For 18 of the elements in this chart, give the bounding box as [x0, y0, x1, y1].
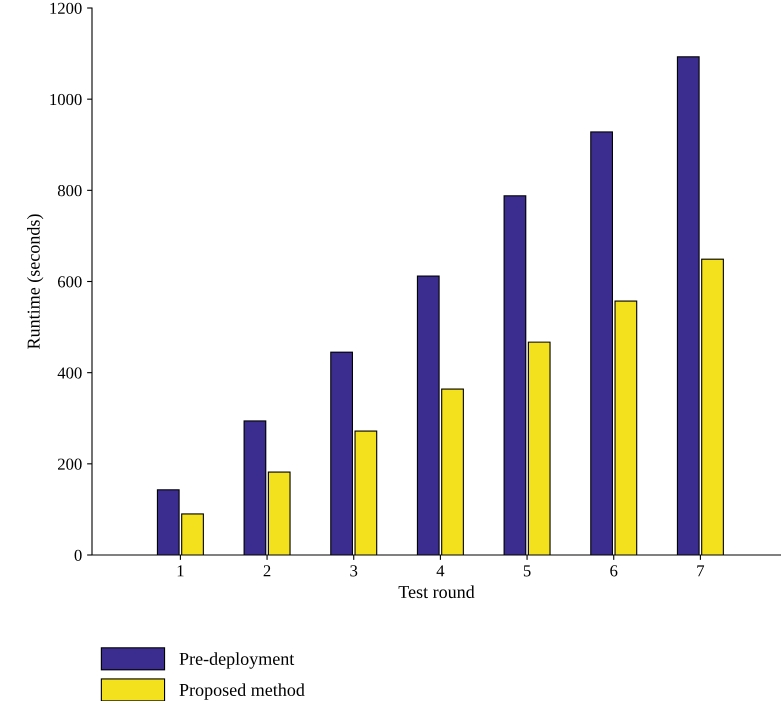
x-tick-label: 3: [350, 565, 358, 576]
x-tick-label: 2: [264, 565, 270, 576]
x-axis-title: Test round: [398, 585, 475, 598]
legend-label: Proposed method: [180, 683, 305, 700]
y-tick-label: 200: [58, 458, 82, 470]
y-tick-label: 1000: [50, 94, 82, 106]
x-tick-label: 5: [524, 565, 531, 576]
y-tick-label: 800: [58, 185, 82, 196]
x-tick-label: 7: [697, 565, 704, 576]
legend-label: Pre-deployment: [180, 652, 294, 669]
y-axis-title: Runtime (seconds): [27, 214, 44, 349]
y-tick-label: 1200: [50, 2, 82, 14]
y-tick-label: 600: [58, 276, 82, 288]
x-tick-label: 4: [436, 565, 444, 576]
x-tick-label: 6: [610, 565, 618, 576]
x-tick-label: 1: [178, 565, 184, 576]
y-tick-label: 400: [58, 367, 82, 379]
y-tick-label: 0: [74, 550, 82, 561]
